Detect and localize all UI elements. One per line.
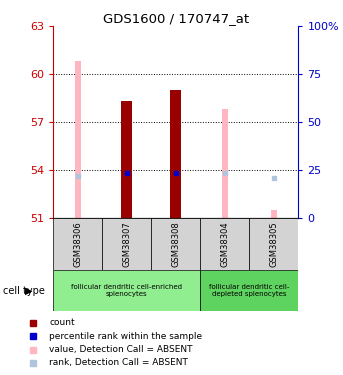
Bar xyxy=(121,101,132,217)
Text: GSM38306: GSM38306 xyxy=(73,221,82,267)
Bar xyxy=(249,217,298,270)
Bar xyxy=(151,217,200,270)
Text: cell type: cell type xyxy=(3,286,45,296)
Text: value, Detection Call = ABSENT: value, Detection Call = ABSENT xyxy=(49,345,192,354)
Text: follicular dendritic cell-enriched
splenocytes: follicular dendritic cell-enriched splen… xyxy=(71,284,182,297)
Text: GSM38308: GSM38308 xyxy=(171,221,180,267)
Bar xyxy=(170,90,181,218)
Text: GSM38307: GSM38307 xyxy=(122,221,131,267)
Text: rank, Detection Call = ABSENT: rank, Detection Call = ABSENT xyxy=(49,358,188,368)
Text: ▶: ▶ xyxy=(25,286,33,296)
Text: GSM38305: GSM38305 xyxy=(269,221,279,267)
Bar xyxy=(222,109,228,217)
Text: count: count xyxy=(49,318,75,327)
Title: GDS1600 / 170747_at: GDS1600 / 170747_at xyxy=(103,12,249,25)
Text: follicular dendritic cell-
depleted splenocytes: follicular dendritic cell- depleted sple… xyxy=(209,284,289,297)
Text: percentile rank within the sample: percentile rank within the sample xyxy=(49,332,202,340)
Text: GSM38304: GSM38304 xyxy=(220,221,229,267)
Bar xyxy=(102,217,151,270)
Bar xyxy=(53,217,102,270)
Bar xyxy=(200,270,298,311)
Bar xyxy=(74,62,81,217)
Bar xyxy=(200,217,249,270)
Bar xyxy=(53,270,200,311)
Bar xyxy=(271,210,277,218)
